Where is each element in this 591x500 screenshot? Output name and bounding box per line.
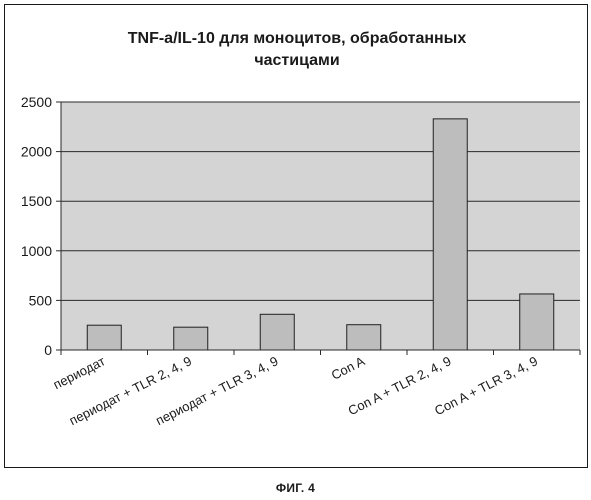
bar bbox=[87, 325, 121, 350]
bar bbox=[260, 314, 294, 350]
plot-area bbox=[61, 102, 580, 350]
chart-svg: TNF-a/IL-10 для моноцитов, обработанных … bbox=[5, 5, 587, 467]
chart-frame: TNF-a/IL-10 для моноцитов, обработанных … bbox=[4, 4, 588, 468]
bar bbox=[174, 327, 208, 350]
y-tick-label: 2500 bbox=[21, 94, 52, 110]
chart-title: TNF-a/IL-10 для моноцитов, обработанных … bbox=[128, 30, 467, 69]
x-tick-labels: периодатпериодат + TLR 2, 4, 9периодат +… bbox=[51, 353, 540, 428]
chart-title-line-2: частицами bbox=[254, 52, 339, 69]
y-tick-label: 500 bbox=[29, 292, 53, 308]
y-tick-label: 0 bbox=[44, 342, 52, 358]
bar bbox=[520, 294, 554, 350]
y-tick-label: 1500 bbox=[21, 193, 52, 209]
y-tick-labels: 0 500 1000 1500 2000 2500 bbox=[21, 94, 52, 358]
bar bbox=[347, 325, 381, 350]
chart-title-line-1: TNF-a/IL-10 для моноцитов, обработанных bbox=[128, 30, 467, 47]
x-tick-label: периодат bbox=[51, 353, 108, 392]
x-tick-label: Con A bbox=[329, 353, 368, 383]
y-tick-label: 1000 bbox=[21, 243, 52, 259]
y-tick-label: 2000 bbox=[21, 144, 52, 160]
figure-caption: ФИГ. 4 bbox=[0, 481, 591, 495]
bar bbox=[433, 119, 467, 350]
